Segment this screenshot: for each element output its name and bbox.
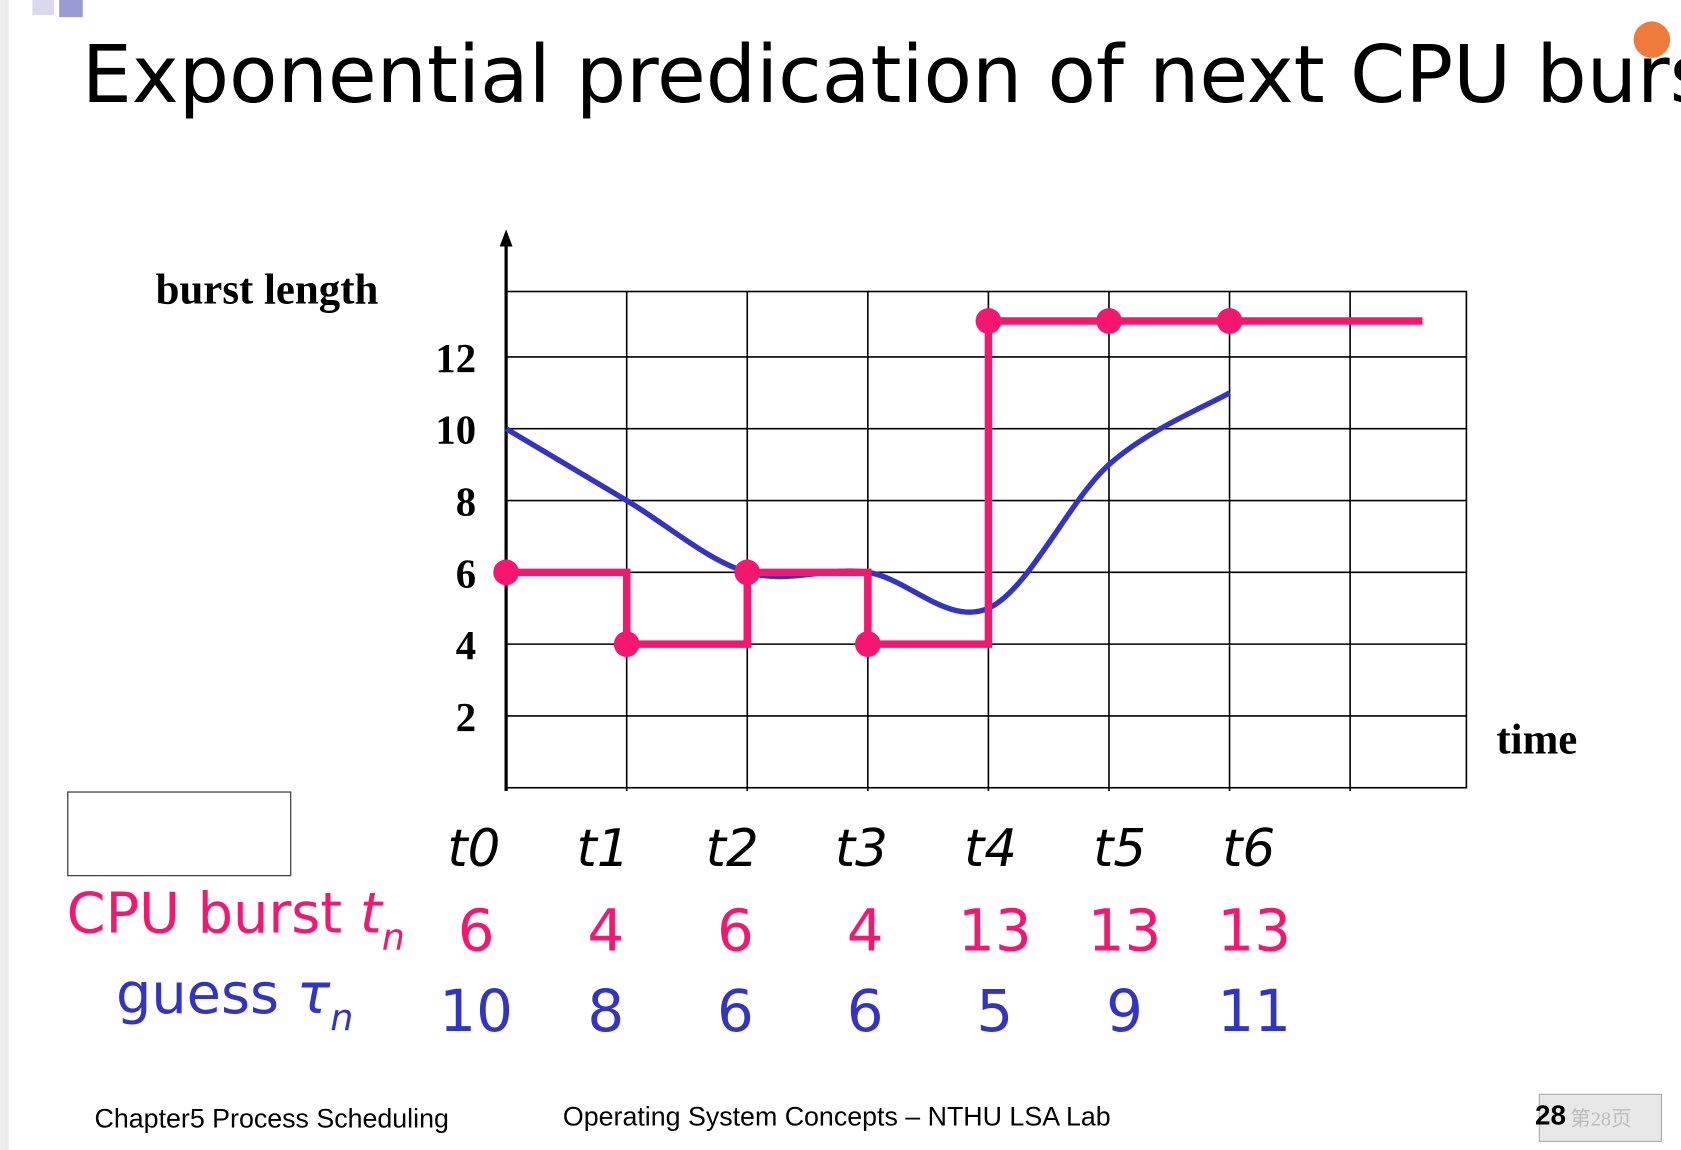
x-tick-label: t5 [1093, 819, 1146, 879]
guess-curve [504, 390, 1231, 615]
row-space [342, 881, 360, 946]
row-value: 13 [1217, 897, 1291, 965]
y-tick-label: 10 [435, 408, 476, 453]
corner-square [32, 0, 54, 16]
y-tick-label: 12 [435, 336, 476, 381]
corner-square [59, 0, 83, 18]
x-axis-label: time [1496, 716, 1577, 763]
page-box [1538, 1093, 1663, 1142]
placeholder-box [67, 791, 292, 877]
x-tick-label: t2 [706, 819, 759, 879]
x-tick-label: t6 [1222, 819, 1275, 879]
row-value: 11 [1217, 977, 1291, 1045]
x-tick-label: t4 [964, 819, 1017, 879]
row-space [279, 962, 297, 1027]
row-value: 6 [717, 897, 754, 965]
row-name: guess [116, 962, 279, 1027]
burst-point [1216, 308, 1243, 334]
row-value: 6 [847, 977, 884, 1045]
burst-point [613, 631, 640, 657]
x-tick-label: t0 [448, 819, 501, 879]
row-label: guess τn [116, 962, 353, 1039]
footer-course: Operating System Concepts – NTHU LSA Lab [563, 1101, 1111, 1131]
row-value: 10 [439, 977, 513, 1045]
burst-point [1096, 308, 1122, 334]
row-label: CPU burst tn [67, 881, 405, 958]
row-value: 6 [717, 977, 754, 1045]
share-icon[interactable] [1633, 21, 1671, 58]
row-value: 4 [847, 897, 884, 965]
row-subscript: n [330, 996, 353, 1039]
y-axis-label: burst length [156, 266, 379, 313]
burst-point [734, 559, 761, 586]
row-name: CPU burst [67, 881, 342, 946]
row-value: 4 [587, 897, 624, 965]
row-value: 13 [1088, 897, 1162, 965]
burst-point [975, 308, 1002, 334]
row-value: 5 [976, 977, 1013, 1045]
y-tick-label: 4 [456, 623, 476, 668]
x-tick-label: t3 [835, 819, 888, 879]
row-value: 9 [1106, 977, 1143, 1045]
y-tick-label: 2 [456, 695, 476, 740]
row-symbol: t [360, 881, 384, 946]
y-tick-label: 6 [456, 551, 476, 596]
left-edge [0, 0, 9, 1150]
burst-point [493, 559, 519, 586]
row-subscript: n [382, 916, 405, 959]
row-value: 8 [587, 977, 624, 1045]
footer-chapter: Chapter5 Process Scheduling [95, 1103, 449, 1133]
row-symbol: τ [297, 962, 331, 1027]
slide-title: Exponential predication of next CPU burs… [82, 28, 1681, 121]
x-tick-label: t1 [577, 819, 630, 879]
row-value: 6 [458, 897, 495, 965]
row-value: 13 [958, 897, 1032, 965]
burst-point [854, 631, 881, 657]
y-tick-label: 8 [456, 480, 476, 525]
page-number-cn: 第28页 [1570, 1107, 1631, 1130]
page-number: 28 [1535, 1099, 1566, 1130]
y-axis-arrow [499, 229, 513, 247]
